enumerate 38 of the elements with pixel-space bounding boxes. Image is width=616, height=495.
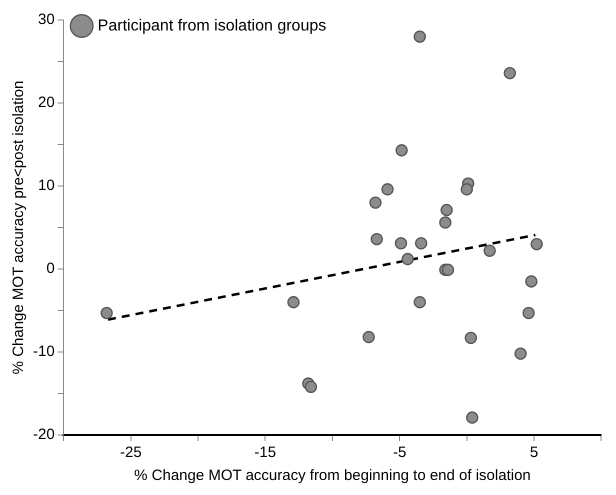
point (440, 204, 453, 216)
point (414, 237, 428, 250)
x-tick-label: -15 (254, 444, 276, 462)
y-tick-label: 30 (38, 11, 55, 28)
point (100, 306, 113, 320)
point (514, 348, 527, 360)
point (530, 238, 543, 250)
x-tick-label: 5 (530, 444, 538, 462)
point (504, 66, 516, 80)
point (394, 237, 408, 250)
point (460, 183, 473, 196)
x-axis-title: % Change MOT accuracy from beginning to end of isolation (134, 467, 531, 484)
x-tick-label: -25 (120, 444, 142, 462)
y-tick-label: -10 (32, 343, 55, 360)
point (362, 330, 375, 344)
y-tick-label: -20 (32, 426, 55, 444)
point (484, 244, 496, 257)
point (522, 306, 535, 320)
point (464, 332, 477, 344)
y-tick-label: 0 (46, 260, 55, 278)
legend-label: Participant from isolation groups (98, 17, 326, 34)
point (414, 296, 426, 308)
point (525, 275, 538, 288)
point (439, 216, 452, 229)
point (370, 232, 383, 246)
point (395, 144, 408, 156)
y-axis-title: % Change MOT accuracy pre<post isolation (10, 80, 28, 374)
y-tick-label: 10 (38, 177, 55, 194)
point (466, 411, 478, 424)
point (287, 296, 300, 308)
point (369, 196, 382, 209)
point (402, 252, 414, 266)
point (304, 380, 318, 394)
point (381, 183, 394, 196)
y-tick-label: 20 (38, 94, 55, 112)
point (442, 264, 454, 276)
point (414, 30, 426, 43)
x-tick-label: -5 (392, 444, 406, 462)
